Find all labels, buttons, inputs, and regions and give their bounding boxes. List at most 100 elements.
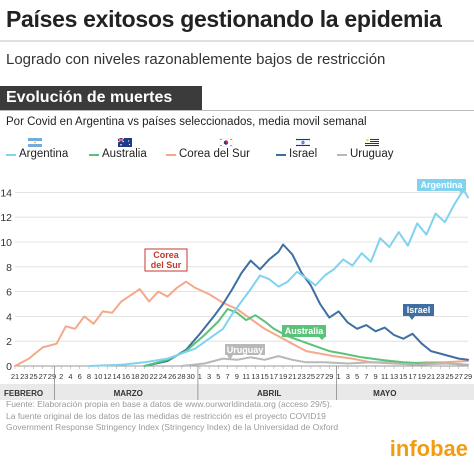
x-tick-label: 3 — [346, 372, 350, 381]
y-tick-label: 12 — [0, 212, 12, 224]
x-tick-label: 27 — [39, 372, 47, 381]
x-tick-label: 13 — [390, 372, 398, 381]
x-tick-label: 19 — [418, 372, 426, 381]
x-tick-label: 1 — [198, 372, 202, 381]
chart-title: Países exitosos gestionando la epidemia — [6, 6, 442, 32]
korea-flag-icon — [219, 138, 233, 147]
x-tick-label: 23 — [436, 372, 444, 381]
y-tick-label: 4 — [6, 311, 12, 323]
annotation-australia-pointer — [319, 337, 325, 340]
x-tick-label: 9 — [235, 372, 239, 381]
month-label: MARZO — [114, 389, 143, 398]
y-tick-label: 6 — [6, 287, 12, 299]
x-tick-label: 7 — [364, 372, 368, 381]
annotation-corea-pointer — [163, 271, 169, 278]
x-tick-label: 3 — [207, 372, 211, 381]
annotation-uruguay-label: Uruguay — [227, 345, 264, 355]
x-tick-label: 11 — [242, 372, 250, 381]
x-tick-label: 25 — [29, 372, 37, 381]
y-tick-label: 0 — [6, 361, 12, 373]
annotation-israel-pointer — [409, 316, 415, 320]
x-tick-label: 21 — [11, 372, 19, 381]
x-tick-label: 27 — [455, 372, 463, 381]
chart-description: Por Covid en Argentina vs países selecci… — [6, 116, 367, 128]
x-tick-label: 5 — [355, 372, 359, 381]
month-band — [0, 384, 474, 400]
title-divider — [0, 40, 474, 42]
series-line-corea-del-sur — [14, 280, 469, 367]
argentina-flag-icon — [28, 138, 42, 147]
x-tick-label: 27 — [316, 372, 324, 381]
x-tick-label: 1 — [336, 372, 340, 381]
x-tick-label: 24 — [159, 372, 167, 381]
x-tick-label: 29 — [325, 372, 333, 381]
x-tick-label: 2 — [59, 372, 63, 381]
y-tick-label: 10 — [0, 237, 12, 249]
footer-source: Fuente: Elaboración propia en base a dat… — [6, 399, 333, 409]
x-tick-label: 23 — [297, 372, 305, 381]
legend-swatch-argentina — [6, 154, 16, 156]
annotation-uruguay-box — [225, 344, 265, 355]
x-tick-label: 26 — [168, 372, 176, 381]
legend-label-uruguay: Uruguay — [350, 148, 394, 160]
section-heading: Evolución de muertes — [0, 86, 202, 110]
footer-note-1: La fuente original de los datos de las m… — [6, 411, 326, 421]
x-tick-label: 19 — [279, 372, 287, 381]
x-tick-label: 17 — [408, 372, 416, 381]
annotation-israel-label: Israel — [407, 305, 431, 315]
annotation-uruguay-pointer — [227, 355, 233, 360]
x-tick-label: 15 — [399, 372, 407, 381]
annotation-corea-label: Corea — [153, 250, 180, 260]
x-tick-label: 25 — [307, 372, 315, 381]
annotation-argentina-box — [417, 179, 466, 191]
annotation-argentina-label: Argentina — [420, 180, 463, 190]
series-line-argentina — [88, 188, 469, 367]
footer-note-2: Government Response Stringency Index (St… — [6, 422, 339, 432]
x-tick-label: 17 — [270, 372, 278, 381]
x-tick-label: 29 — [464, 372, 472, 381]
legend-label-israel: Israel — [289, 148, 318, 160]
section-divider — [0, 110, 474, 111]
annotation-australia-label: Australia — [285, 326, 325, 336]
y-tick-label: 2 — [6, 336, 12, 348]
x-tick-label: 22 — [150, 372, 158, 381]
month-label: MAYO — [373, 389, 396, 398]
x-tick-label: 21 — [288, 372, 296, 381]
legend-swatch-corea — [166, 154, 176, 156]
uruguay-flag-icon — [365, 138, 379, 147]
x-tick-label: 28 — [177, 372, 185, 381]
legend-label-australia: Australia — [102, 148, 147, 160]
annotation-israel-box — [403, 304, 434, 316]
y-tick-label: 14 — [0, 187, 12, 199]
x-tick-label: 23 — [20, 372, 28, 381]
annotation-corea-border — [144, 248, 188, 272]
x-tick-label: 12 — [103, 372, 111, 381]
annotation-australia-box — [282, 325, 326, 337]
series-line-uruguay — [180, 355, 469, 367]
x-tick-label: 18 — [131, 372, 139, 381]
month-label: ABRIL — [257, 389, 282, 398]
x-tick-label: 14 — [113, 372, 121, 381]
annotation-argentina-pointer — [459, 191, 465, 194]
x-tick-label: 9 — [373, 372, 377, 381]
x-tick-label: 16 — [122, 372, 130, 381]
chart-subtitle: Logrado con niveles razonablemente bajos… — [6, 51, 386, 68]
x-tick-label: 7 — [226, 372, 230, 381]
x-tick-label: 30 — [186, 372, 194, 381]
legend-label-argentina: Argentina — [19, 148, 69, 160]
x-tick-label: 8 — [87, 372, 91, 381]
x-tick-label: 10 — [94, 372, 102, 381]
legend-label-corea: Corea del Sur — [179, 148, 250, 160]
x-tick-label: 4 — [68, 372, 72, 381]
x-tick-label: 15 — [260, 372, 268, 381]
x-tick-label: 11 — [381, 372, 389, 381]
annotation-corea-label: del Sur — [151, 260, 182, 270]
israel-flag-icon — [296, 138, 310, 147]
x-tick-label: 20 — [140, 372, 148, 381]
x-tick-label: 21 — [427, 372, 435, 381]
x-tick-label: 25 — [445, 372, 453, 381]
series-line-israel — [143, 243, 469, 367]
infobae-logo: infobae — [389, 436, 468, 461]
x-tick-label: 13 — [251, 372, 259, 381]
